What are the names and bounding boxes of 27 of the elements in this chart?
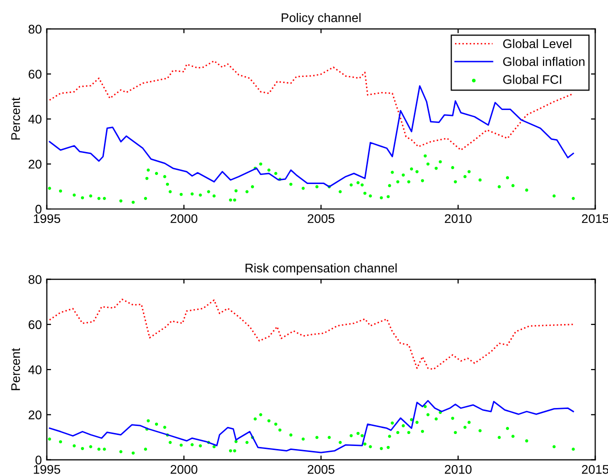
y-tick-label: 60 bbox=[28, 320, 42, 330]
legend-label: Global Level bbox=[503, 38, 572, 48]
y-tick-label: 60 bbox=[28, 70, 42, 79]
x-tick-label: 2000 bbox=[170, 214, 198, 224]
y-tick-label: 80 bbox=[28, 24, 42, 34]
y-tick-label: 80 bbox=[28, 275, 42, 284]
x-tick-label: 1995 bbox=[34, 214, 60, 224]
y-axis-title: Percent bbox=[11, 98, 20, 140]
x-tick-label: 2005 bbox=[308, 464, 334, 474]
y-tick-label: 20 bbox=[28, 410, 42, 420]
y-tick-label: 40 bbox=[28, 114, 42, 124]
y-axis-title: Percent bbox=[11, 348, 20, 390]
y-tick-label: 20 bbox=[28, 160, 42, 169]
chart-title: Risk compensation channel bbox=[246, 263, 397, 275]
legend-label: Global inflation bbox=[503, 56, 584, 66]
chart-title: Policy channel bbox=[282, 12, 360, 25]
line-series bbox=[48, 85, 574, 188]
x-tick-label: 2010 bbox=[444, 464, 472, 474]
x-tick-label: 2010 bbox=[444, 214, 472, 224]
y-tick-label: 0 bbox=[35, 456, 42, 464]
y-tick-label: 40 bbox=[28, 365, 42, 374]
x-tick-label: 1995 bbox=[34, 464, 60, 474]
y-tick-label: 0 bbox=[35, 204, 42, 214]
x-tick-label: 2000 bbox=[170, 464, 198, 474]
legend-label: Global FCI bbox=[503, 74, 562, 84]
line-series bbox=[48, 298, 574, 370]
x-tick-label: 2005 bbox=[308, 214, 334, 224]
